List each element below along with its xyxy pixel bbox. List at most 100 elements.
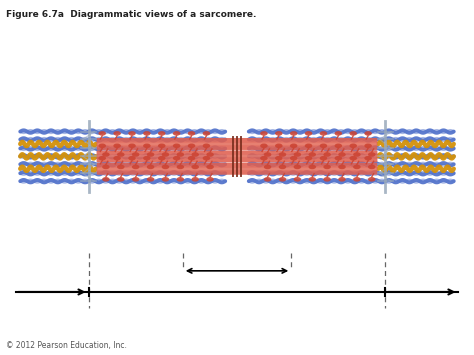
- Ellipse shape: [338, 152, 346, 157]
- Ellipse shape: [132, 165, 139, 169]
- Ellipse shape: [319, 131, 327, 136]
- Ellipse shape: [338, 177, 346, 182]
- Ellipse shape: [206, 165, 214, 169]
- Ellipse shape: [176, 177, 184, 182]
- Ellipse shape: [349, 131, 357, 136]
- Ellipse shape: [128, 156, 136, 160]
- Ellipse shape: [102, 152, 109, 157]
- FancyBboxPatch shape: [97, 138, 377, 150]
- Ellipse shape: [323, 152, 331, 157]
- Ellipse shape: [260, 131, 268, 136]
- Ellipse shape: [188, 156, 195, 160]
- Ellipse shape: [203, 143, 210, 148]
- Ellipse shape: [191, 165, 199, 169]
- Ellipse shape: [365, 156, 372, 160]
- Text: Figure 6.7a  Diagrammatic views of a sarcomere.: Figure 6.7a Diagrammatic views of a sarc…: [6, 10, 256, 19]
- Ellipse shape: [260, 156, 268, 160]
- Ellipse shape: [113, 156, 121, 160]
- Ellipse shape: [293, 152, 301, 157]
- Ellipse shape: [173, 131, 181, 136]
- Ellipse shape: [275, 156, 283, 160]
- Ellipse shape: [305, 143, 312, 148]
- Ellipse shape: [365, 143, 372, 148]
- Ellipse shape: [99, 143, 106, 148]
- Ellipse shape: [365, 131, 372, 136]
- FancyBboxPatch shape: [97, 163, 377, 175]
- Ellipse shape: [206, 152, 214, 157]
- Ellipse shape: [335, 156, 342, 160]
- Ellipse shape: [206, 177, 214, 182]
- Ellipse shape: [191, 152, 199, 157]
- Ellipse shape: [143, 143, 151, 148]
- Ellipse shape: [99, 131, 106, 136]
- Ellipse shape: [143, 131, 151, 136]
- Ellipse shape: [173, 156, 181, 160]
- FancyBboxPatch shape: [97, 151, 377, 162]
- Ellipse shape: [162, 152, 169, 157]
- Ellipse shape: [188, 131, 195, 136]
- Ellipse shape: [102, 177, 109, 182]
- Ellipse shape: [279, 177, 286, 182]
- Ellipse shape: [264, 177, 271, 182]
- Ellipse shape: [368, 152, 375, 157]
- Ellipse shape: [162, 165, 169, 169]
- Ellipse shape: [305, 156, 312, 160]
- Ellipse shape: [353, 177, 361, 182]
- Ellipse shape: [264, 165, 271, 169]
- Ellipse shape: [188, 143, 195, 148]
- Ellipse shape: [260, 143, 268, 148]
- Ellipse shape: [99, 156, 106, 160]
- Ellipse shape: [338, 165, 346, 169]
- Ellipse shape: [176, 152, 184, 157]
- Ellipse shape: [102, 165, 109, 169]
- Ellipse shape: [309, 177, 316, 182]
- Ellipse shape: [323, 177, 331, 182]
- Ellipse shape: [319, 156, 327, 160]
- Ellipse shape: [132, 152, 139, 157]
- Ellipse shape: [353, 165, 361, 169]
- Ellipse shape: [176, 165, 184, 169]
- Ellipse shape: [309, 152, 316, 157]
- Ellipse shape: [128, 131, 136, 136]
- Ellipse shape: [368, 177, 375, 182]
- Ellipse shape: [335, 143, 342, 148]
- Ellipse shape: [305, 131, 312, 136]
- Ellipse shape: [323, 165, 331, 169]
- Ellipse shape: [147, 177, 155, 182]
- Ellipse shape: [158, 143, 165, 148]
- Ellipse shape: [143, 156, 151, 160]
- Ellipse shape: [203, 131, 210, 136]
- Ellipse shape: [319, 143, 327, 148]
- Ellipse shape: [279, 152, 286, 157]
- Ellipse shape: [128, 143, 136, 148]
- Ellipse shape: [275, 131, 283, 136]
- Ellipse shape: [293, 177, 301, 182]
- Ellipse shape: [117, 165, 125, 169]
- Ellipse shape: [290, 156, 298, 160]
- Ellipse shape: [158, 156, 165, 160]
- Ellipse shape: [353, 152, 361, 157]
- Ellipse shape: [147, 165, 155, 169]
- Ellipse shape: [349, 143, 357, 148]
- Ellipse shape: [132, 177, 139, 182]
- Ellipse shape: [203, 156, 210, 160]
- Text: © 2012 Pearson Education, Inc.: © 2012 Pearson Education, Inc.: [6, 341, 127, 350]
- Ellipse shape: [335, 131, 342, 136]
- Ellipse shape: [117, 152, 125, 157]
- Ellipse shape: [279, 165, 286, 169]
- Ellipse shape: [158, 131, 165, 136]
- Ellipse shape: [191, 177, 199, 182]
- Ellipse shape: [147, 152, 155, 157]
- Ellipse shape: [368, 165, 375, 169]
- Ellipse shape: [349, 156, 357, 160]
- Ellipse shape: [275, 143, 283, 148]
- Ellipse shape: [173, 143, 181, 148]
- Ellipse shape: [117, 177, 125, 182]
- Ellipse shape: [113, 131, 121, 136]
- Ellipse shape: [309, 165, 316, 169]
- Ellipse shape: [290, 131, 298, 136]
- Ellipse shape: [113, 143, 121, 148]
- Ellipse shape: [290, 143, 298, 148]
- Ellipse shape: [264, 152, 271, 157]
- Ellipse shape: [162, 177, 169, 182]
